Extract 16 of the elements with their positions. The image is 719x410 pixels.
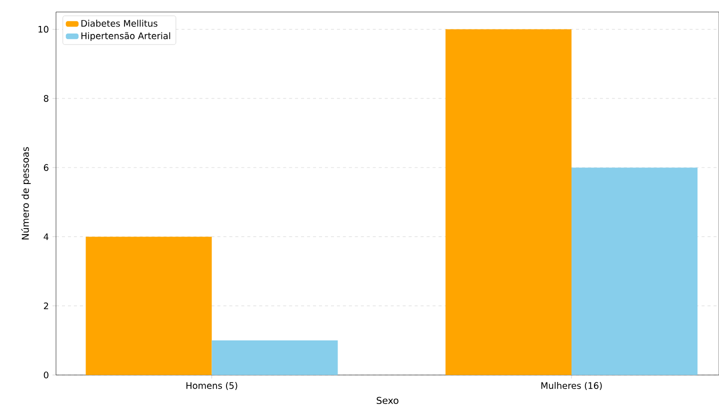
y-tick-label: 8 bbox=[44, 95, 48, 102]
bar bbox=[572, 168, 698, 375]
y-tick-label: 10 bbox=[38, 26, 48, 33]
bar bbox=[86, 236, 212, 375]
y-axis-title: Número de pessoas bbox=[21, 147, 31, 240]
bar bbox=[446, 29, 572, 375]
x-tick-label: Homens (5) bbox=[186, 382, 238, 390]
y-tick-label: 0 bbox=[44, 372, 48, 378]
x-axis-title: Sexo bbox=[376, 396, 398, 404]
y-tick-label: 4 bbox=[44, 233, 48, 240]
y-tick-label: 6 bbox=[44, 164, 48, 171]
bar bbox=[212, 340, 338, 375]
x-tick-label: Mulheres (16) bbox=[541, 382, 602, 390]
y-tick-label: 2 bbox=[44, 302, 48, 310]
legend-label: Diabetes Mellitus bbox=[81, 20, 158, 27]
legend-label: Hipertensão Arterial bbox=[81, 32, 170, 41]
